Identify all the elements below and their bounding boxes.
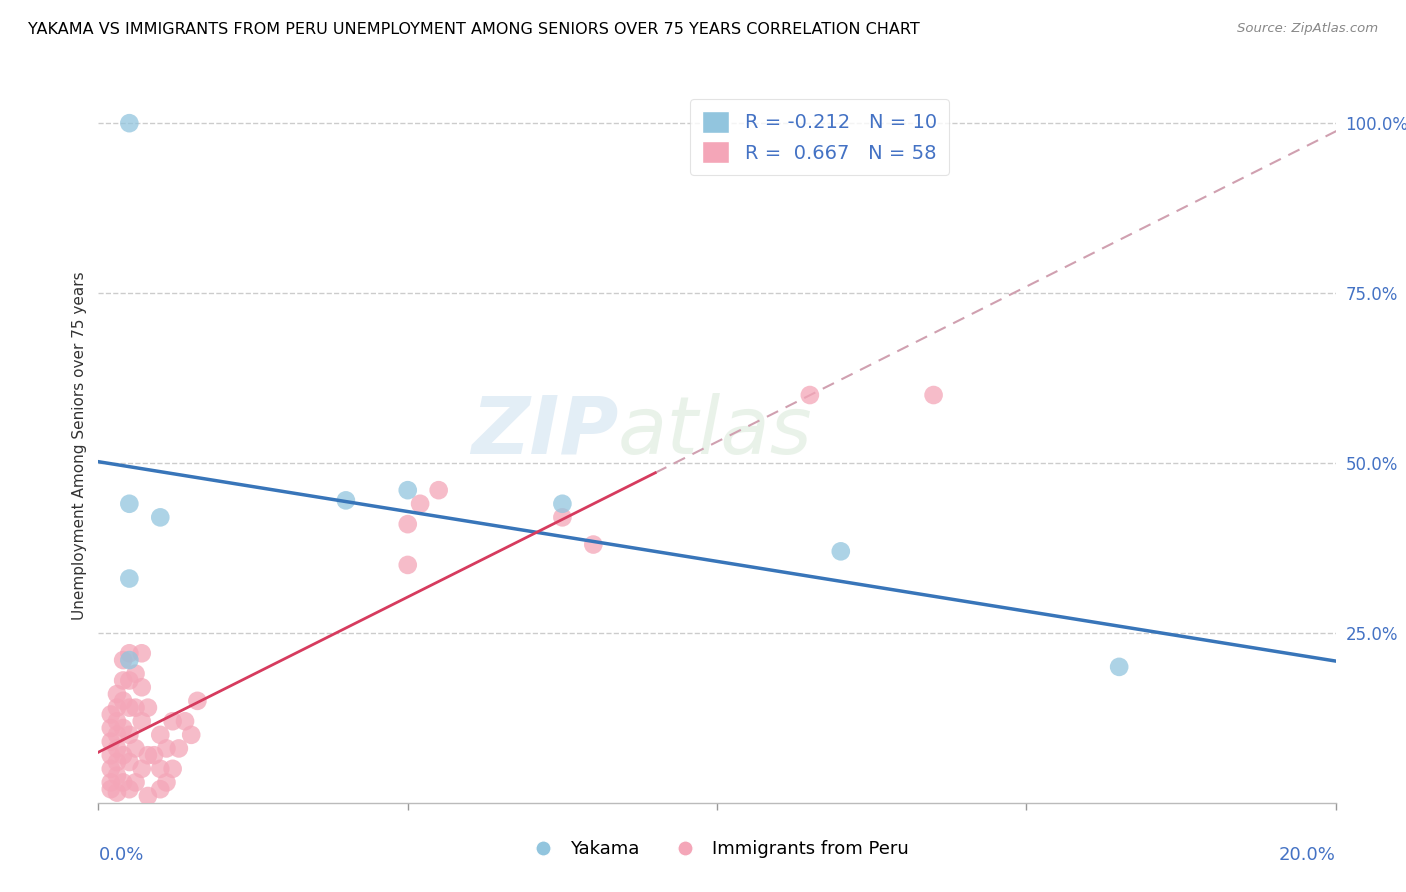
Point [100,721,122,735]
Point [118,673,141,688]
Point [112,673,135,688]
Point [551,497,574,511]
Point [112,721,135,735]
Point [155,741,177,756]
Point [174,714,197,729]
Point [100,748,122,763]
Point [105,700,128,714]
Point [105,755,128,769]
Point [105,728,128,742]
Point [112,653,135,667]
Point [131,646,153,660]
Point [149,510,172,524]
Point [149,782,172,797]
Point [427,483,450,498]
Point [112,748,135,763]
Point [118,653,141,667]
Point [799,388,821,402]
Point [155,775,177,789]
Point [162,714,184,729]
Point [582,537,605,551]
Point [105,769,128,783]
Point [136,789,159,803]
Point [118,755,141,769]
Point [409,497,432,511]
Point [131,714,153,729]
Legend: Yakama, Immigrants from Peru: Yakama, Immigrants from Peru [517,833,917,865]
Text: ZIP: ZIP [471,392,619,471]
Point [396,517,419,532]
Point [149,728,172,742]
Point [105,714,128,729]
Point [118,116,141,130]
Point [136,748,159,763]
Text: Source: ZipAtlas.com: Source: ZipAtlas.com [1237,22,1378,36]
Point [143,748,166,763]
Point [100,782,122,797]
Point [335,493,357,508]
Point [162,762,184,776]
Point [186,694,208,708]
Point [100,734,122,748]
Point [180,728,202,742]
Point [124,741,146,756]
Point [118,700,141,714]
Point [124,775,146,789]
Point [922,388,945,402]
Point [100,707,122,722]
Text: YAKAMA VS IMMIGRANTS FROM PERU UNEMPLOYMENT AMONG SENIORS OVER 75 YEARS CORRELAT: YAKAMA VS IMMIGRANTS FROM PERU UNEMPLOYM… [28,22,920,37]
Point [105,786,128,800]
Point [105,741,128,756]
Point [118,728,141,742]
Point [118,572,141,586]
Point [118,497,141,511]
Point [112,694,135,708]
Point [124,666,146,681]
Point [131,680,153,694]
Point [830,544,852,558]
Text: 20.0%: 20.0% [1279,846,1336,863]
Point [112,775,135,789]
Point [131,762,153,776]
Point [100,762,122,776]
Point [149,762,172,776]
Point [100,775,122,789]
Point [118,646,141,660]
Point [167,741,190,756]
Point [1108,660,1130,674]
Point [396,558,419,572]
Point [551,510,574,524]
Point [396,483,419,498]
Point [105,687,128,701]
Point [124,700,146,714]
Point [118,782,141,797]
Y-axis label: Unemployment Among Seniors over 75 years: Unemployment Among Seniors over 75 years [72,272,87,620]
Text: atlas: atlas [619,392,813,471]
Text: 0.0%: 0.0% [98,846,143,863]
Point [136,700,159,714]
